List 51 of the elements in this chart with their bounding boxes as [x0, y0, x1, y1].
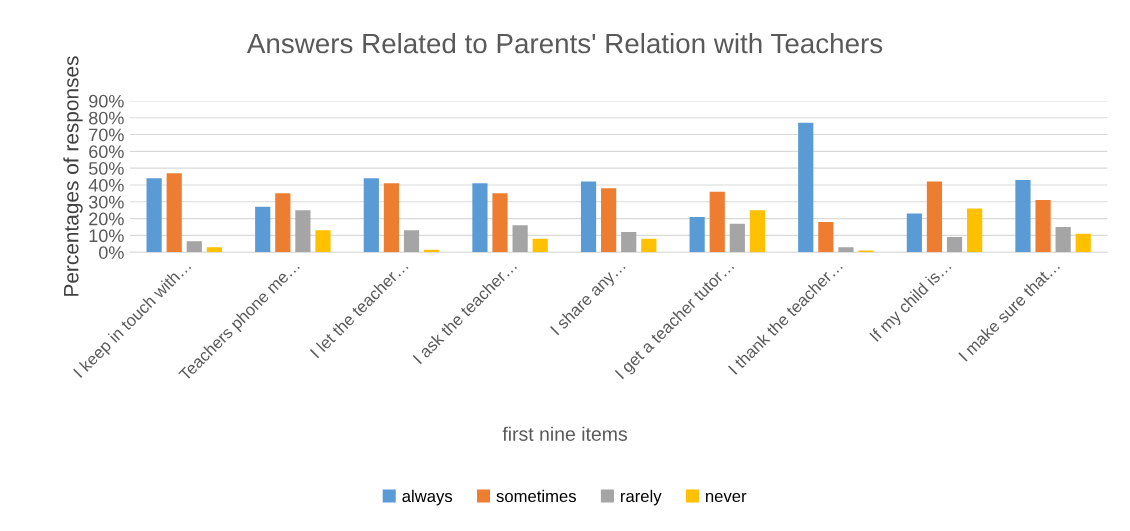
bar [1015, 179, 1031, 253]
bar [186, 241, 202, 253]
bar [621, 232, 637, 253]
y-tick-label: 30% [88, 195, 124, 209]
x-axis-title: first nine items [502, 426, 627, 441]
bar [315, 230, 331, 253]
legend-label: always [402, 489, 453, 506]
bar [206, 247, 222, 253]
y-tick-label: 50% [88, 162, 124, 175]
legend-label: sometimes [496, 489, 576, 503]
bar [492, 193, 508, 253]
bar [926, 181, 943, 253]
y-tick-label: 90% [89, 94, 124, 108]
bar [146, 178, 162, 253]
bar [472, 183, 488, 253]
y-tick-label: 10% [89, 229, 124, 243]
bar [512, 225, 528, 253]
bar [166, 173, 182, 253]
legend-label: rarely [621, 489, 662, 506]
bar [275, 193, 291, 253]
bar [709, 191, 725, 253]
y-tick-label: 70% [89, 128, 124, 142]
bar [798, 122, 814, 253]
bar [689, 216, 705, 253]
y-tick-label: 80% [89, 111, 124, 125]
bar [749, 210, 766, 253]
bar [363, 178, 379, 253]
bar [838, 247, 854, 253]
bar [967, 208, 983, 253]
bar [946, 237, 963, 253]
bar [906, 213, 922, 253]
bar [1075, 233, 1091, 253]
y-tick-label: 20% [89, 212, 124, 226]
bar [403, 230, 420, 253]
y-tick-label: 0% [99, 246, 124, 259]
bar [641, 238, 657, 253]
bar [601, 188, 617, 253]
bar [729, 223, 745, 253]
bar [383, 183, 400, 253]
bar [1055, 227, 1071, 253]
bar [580, 181, 597, 253]
bar [255, 206, 271, 253]
bar [532, 238, 548, 253]
y-tick-label: 60% [89, 145, 124, 159]
bar [818, 221, 834, 253]
legend-label: never [706, 492, 747, 503]
y-axis-title: Percentages of responses [63, 56, 83, 296]
bar [295, 210, 311, 253]
y-tick-label: 40% [88, 178, 124, 192]
chart-title: Answers Related to Parents' Relation with Teachers [246, 32, 883, 54]
bar [1035, 200, 1051, 253]
